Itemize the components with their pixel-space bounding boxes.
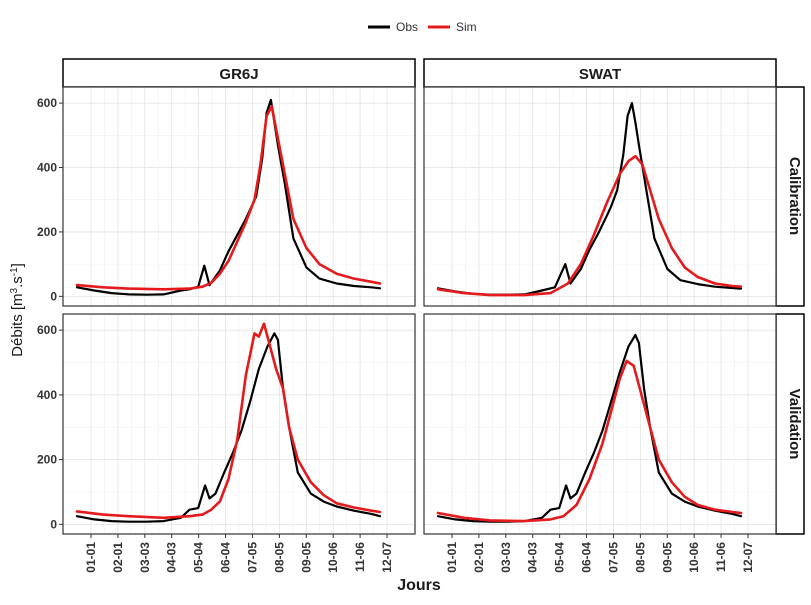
strip-col-2-label: SWAT xyxy=(579,66,621,83)
panel-gr6j-validation xyxy=(62,313,416,535)
x-tick-label: 09-05 xyxy=(299,542,313,573)
panel-swat-validation xyxy=(423,313,777,535)
axes-layer: 0 200 400 600 0 200 400 600 01-01 02-01 03-03 04-03… xyxy=(37,96,755,573)
series-line-sim xyxy=(436,359,743,523)
y-tick-label: 200 xyxy=(37,225,57,239)
series-line-sim xyxy=(75,105,382,291)
x-tick-label: 11-06 xyxy=(353,542,367,572)
x-axis-title: Jours xyxy=(397,577,441,594)
y-tick-label: 0 xyxy=(50,517,57,531)
x-tick-label: 06-04 xyxy=(580,542,594,573)
x-tick-label: 12-07 xyxy=(380,542,394,573)
x-tick-label: 06-04 xyxy=(219,542,233,573)
x-tick-label: 07-05 xyxy=(606,542,620,573)
x-tick-label: 04-03 xyxy=(526,542,540,573)
x-tick-label: 08-05 xyxy=(272,542,286,573)
strip-col-2-bg xyxy=(423,58,777,88)
series-line-sim xyxy=(436,154,743,297)
y-axis-title: Débits [m3.s-1] xyxy=(9,263,26,357)
series-line-obs xyxy=(75,332,382,523)
strip-row-2-label: Validation xyxy=(786,389,803,460)
x-tick-label: 01-01 xyxy=(445,542,459,573)
strip-col-1-bg xyxy=(62,58,416,88)
y-tick-label: 200 xyxy=(37,453,57,467)
legend-sim-label: Sim xyxy=(456,20,477,34)
x-tick-label: 03-03 xyxy=(138,542,152,573)
legend: Obs Sim xyxy=(368,20,477,34)
y-tick-label: 400 xyxy=(37,388,57,402)
x-tick-label: 10-06 xyxy=(326,542,340,573)
x-tick-label: 02-01 xyxy=(111,542,125,573)
series-line-sim xyxy=(75,322,382,520)
x-tick-label: 05-04 xyxy=(192,542,206,573)
y-tick-label: 600 xyxy=(37,96,57,110)
y-tick-label: 0 xyxy=(50,289,57,303)
panel-border xyxy=(62,86,416,307)
y-tick-label: 600 xyxy=(37,323,57,337)
panel-border xyxy=(423,313,777,535)
panels-layer xyxy=(62,86,777,535)
legend-obs-label: Obs xyxy=(396,20,418,34)
x-tick-label: 10-06 xyxy=(687,542,701,573)
x-tick-label: 11-06 xyxy=(714,542,728,572)
x-tick-label: 09-05 xyxy=(660,542,674,573)
strip-col-1-label: GR6J xyxy=(219,66,258,83)
x-tick-label: 08-05 xyxy=(633,542,647,573)
x-tick-label: 07-05 xyxy=(245,542,259,573)
x-tick-label: 03-03 xyxy=(499,542,513,573)
panel-border xyxy=(423,86,777,307)
x-tick-label: 01-01 xyxy=(84,542,98,573)
x-tick-label: 12-07 xyxy=(741,542,755,573)
x-tick-label: 02-01 xyxy=(472,542,486,573)
panel-swat-calibration xyxy=(423,86,777,307)
y-tick-label: 400 xyxy=(37,161,57,175)
panel-border xyxy=(62,313,416,535)
strip-row-1-label: Calibration xyxy=(786,157,803,235)
panel-gr6j-calibration xyxy=(62,86,416,307)
x-tick-label: 05-04 xyxy=(553,542,567,573)
x-tick-label: 04-03 xyxy=(165,542,179,573)
